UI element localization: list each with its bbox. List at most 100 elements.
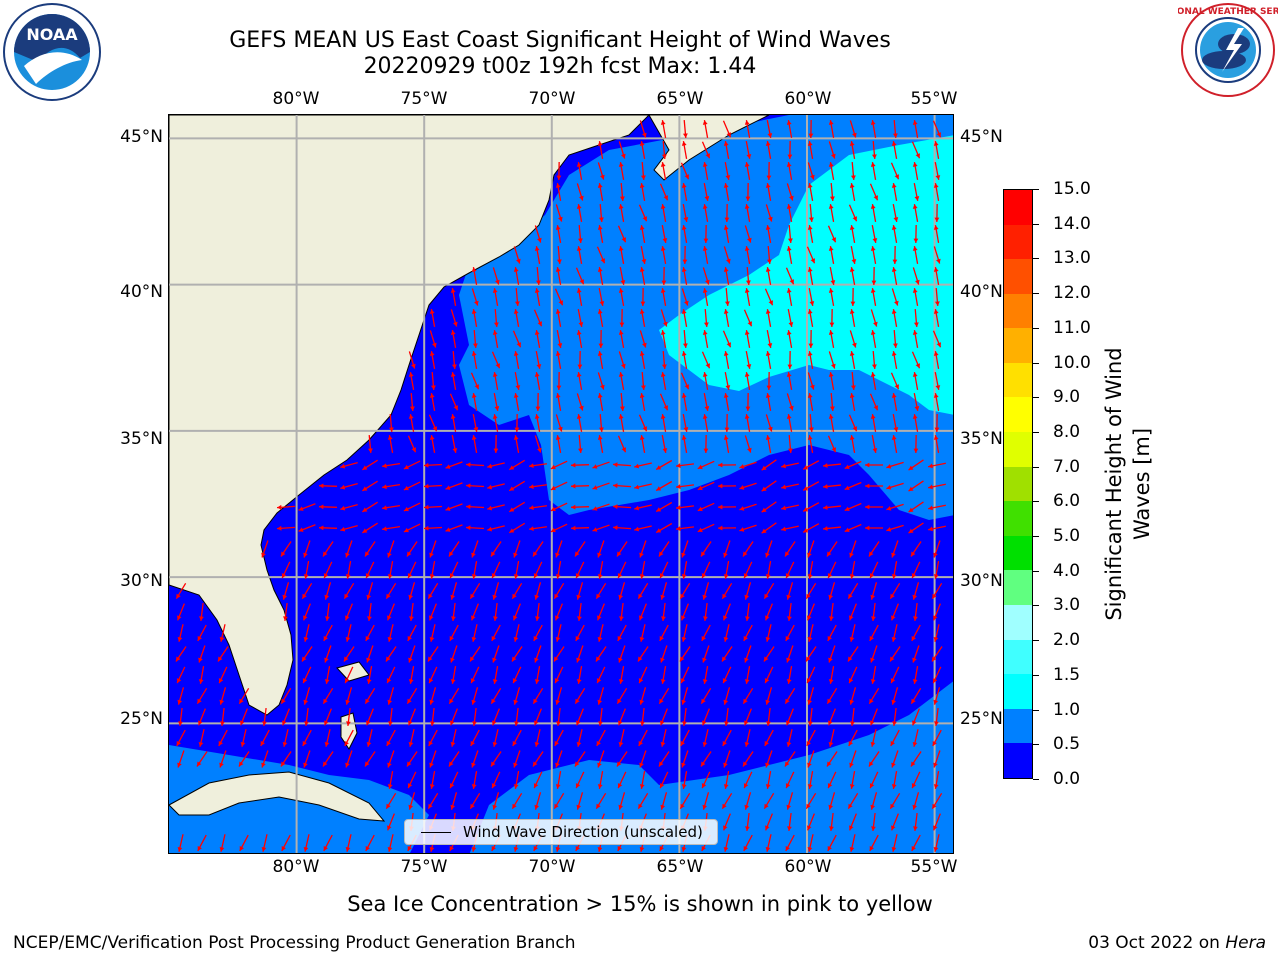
wave-arrow-head (261, 552, 266, 558)
colorbar-label: 2.0 (1053, 630, 1081, 651)
wave-arrow-head (550, 506, 556, 512)
wave-arrow-head (701, 783, 707, 789)
wave-arrow-head (512, 803, 517, 809)
wave-arrow-head (366, 594, 372, 600)
wave-arrow-head (809, 217, 814, 222)
wave-arrow-head (240, 741, 246, 747)
wave-arrow-head (807, 636, 813, 642)
wave-arrow-head (466, 483, 471, 489)
wave-arrow-head (240, 720, 245, 726)
wave-arrow-head (891, 846, 897, 852)
wave-arrow-head (786, 657, 791, 663)
wave-arrow-head (910, 551, 916, 557)
wave-arrow-head (302, 593, 307, 599)
wave-arrow-head (724, 721, 729, 726)
wave-arrow-head (344, 740, 349, 746)
wave-arrow-head (638, 803, 643, 809)
wave-arrow-head (662, 238, 668, 243)
wave-arrow-head (828, 720, 833, 726)
wave-arrow-head (344, 678, 350, 684)
wave-arrow-head (912, 657, 917, 663)
wave-arrow-head (747, 237, 752, 243)
wave-arrow-head (513, 615, 518, 621)
colorbar-label: 10.0 (1053, 352, 1091, 373)
wave-arrow-head (786, 120, 792, 125)
wave-arrow-head (786, 246, 792, 251)
wave-arrow-head (765, 435, 771, 440)
wave-arrow-head (535, 616, 540, 621)
wave-arrow-head (660, 679, 666, 684)
wave-arrow-head (238, 761, 244, 767)
wave-arrow-head (533, 698, 538, 704)
wave-arrow-head (723, 183, 729, 188)
wave-arrow-head (807, 846, 813, 852)
chart-title: GEFS MEAN US East Coast Significant Heig… (229, 28, 891, 53)
wave-arrow-head (828, 288, 834, 293)
wave-arrow-head (513, 636, 519, 642)
wave-arrow-head (366, 679, 372, 684)
wave-arrow-head (659, 573, 665, 579)
wave-arrow-head (324, 657, 329, 663)
wave-arrow-head (865, 462, 870, 468)
wave-arrow-head (534, 657, 539, 663)
wave-arrow-head (891, 762, 896, 768)
wave-arrow-head (386, 803, 391, 809)
wave-arrow-head (619, 322, 625, 327)
wave-arrow-head (537, 447, 542, 453)
wave-arrow-head (912, 594, 918, 600)
wave-arrow-head (319, 504, 324, 510)
wave-arrow-head (849, 784, 855, 789)
wave-arrow-head (639, 435, 645, 440)
wave-arrow-head (746, 154, 752, 159)
wave-arrow-head (471, 393, 477, 398)
wave-arrow-head (764, 740, 769, 746)
wave-arrow-head (534, 414, 540, 419)
wave-arrow-head (827, 573, 833, 579)
wave-arrow-head (596, 593, 601, 599)
wave-arrow-head (431, 385, 436, 390)
wave-arrow-head (849, 762, 854, 768)
wave-arrow-head (850, 721, 855, 726)
wave-arrow-head (345, 636, 351, 642)
wave-arrow-head (744, 330, 750, 335)
wave-arrow-head (340, 526, 346, 532)
colorbar-segment (1004, 189, 1032, 225)
wave-arrow-head (576, 741, 582, 747)
wave-arrow-head (893, 217, 899, 222)
wave-arrow-head (676, 505, 681, 510)
wave-arrow-head (722, 593, 727, 599)
wave-arrow-head (450, 720, 455, 726)
wave-arrow-head (533, 635, 538, 641)
wave-arrow-head (554, 678, 560, 684)
wave-arrow-head (702, 657, 707, 663)
wave-arrow-head (261, 762, 266, 768)
wave-arrow-head (597, 225, 603, 230)
colorbar-label: 6.0 (1053, 491, 1081, 512)
wave-arrow-head (555, 267, 561, 272)
wave-arrow-head (492, 414, 498, 419)
colorbar-segment (1004, 224, 1032, 260)
wave-arrow-head (340, 505, 346, 511)
wave-arrow-head (324, 679, 330, 684)
wave-arrow-head (453, 405, 459, 411)
wave-arrow-head (558, 216, 563, 222)
wave-arrow-head (908, 465, 914, 471)
wave-arrow-head (723, 636, 729, 642)
wave-arrow-head (576, 162, 582, 167)
wave-arrow-head (362, 486, 368, 491)
wave-arrow-head (745, 196, 751, 201)
wave-arrow-head (768, 216, 773, 222)
wave-arrow-head (554, 593, 559, 599)
wave-arrow-head (767, 133, 773, 138)
wave-arrow-head (449, 783, 455, 789)
wave-arrow-head (641, 385, 646, 390)
wave-arrow-head (492, 372, 498, 377)
wave-arrow-head (554, 740, 559, 746)
wave-arrow-head (697, 506, 703, 512)
wave-arrow-head (914, 406, 920, 411)
wave-arrow-head (807, 762, 812, 768)
wave-arrow-head (471, 846, 477, 852)
wave-arrow-head (487, 463, 493, 469)
wave-arrow-head (788, 448, 793, 453)
wave-arrow-head (844, 527, 850, 533)
